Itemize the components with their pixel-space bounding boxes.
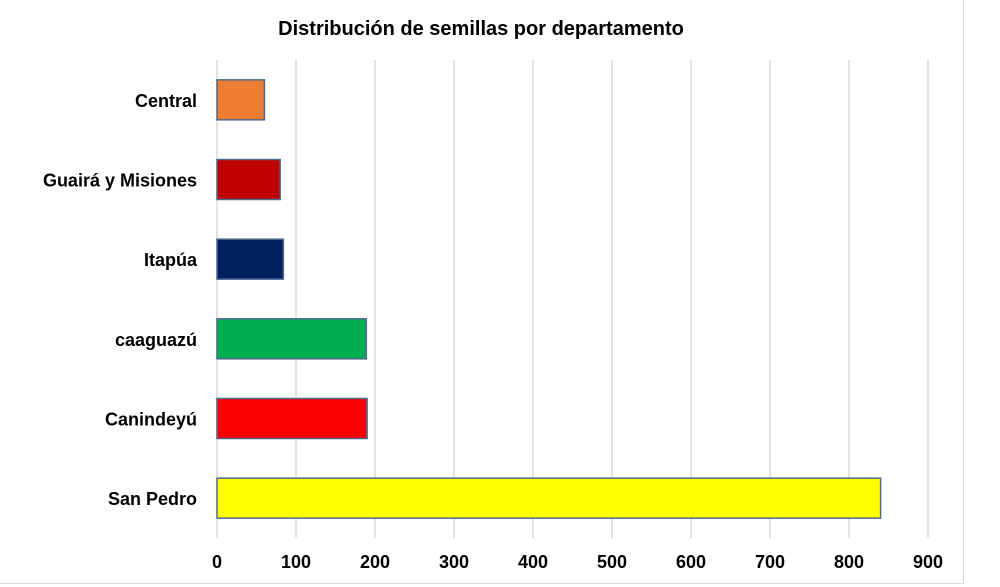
y-category-label: San Pedro xyxy=(108,489,197,509)
x-tick-label: 800 xyxy=(834,552,864,572)
chart-frame xyxy=(0,0,964,584)
x-tick-label: 700 xyxy=(755,552,785,572)
y-category-label: Central xyxy=(135,91,197,111)
x-tick-label: 600 xyxy=(676,552,706,572)
bar-itap-a xyxy=(216,238,285,280)
x-tick-label: 100 xyxy=(281,552,311,572)
x-tick-label: 200 xyxy=(360,552,390,572)
bar-canindey- xyxy=(216,397,368,440)
x-tick-label: 0 xyxy=(212,552,222,572)
bar-caaguaz- xyxy=(216,318,368,360)
chart-title: Distribución de semillas por departament… xyxy=(278,18,684,40)
x-tick-label: 400 xyxy=(518,552,548,572)
bar-san-pedro xyxy=(216,477,882,519)
y-category-label: Guairá y Misiones xyxy=(43,171,197,191)
y-category-label: caaguazú xyxy=(115,330,197,350)
x-tick-label: 500 xyxy=(597,552,627,572)
bar-guair-y-misiones xyxy=(216,158,281,201)
x-tick-label: 900 xyxy=(913,552,943,572)
y-category-label: Canindeyú xyxy=(105,410,197,430)
x-tick-label: 300 xyxy=(439,552,469,572)
bar-central xyxy=(216,79,266,121)
y-category-label: Itapúa xyxy=(144,250,198,270)
